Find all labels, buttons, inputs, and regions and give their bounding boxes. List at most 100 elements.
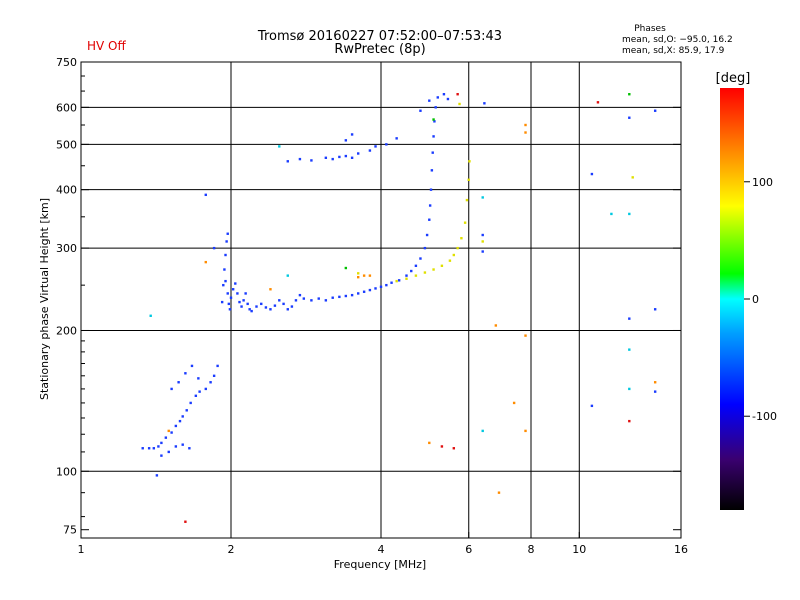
data-point bbox=[428, 218, 431, 221]
x-axis-label: Frequency [MHz] bbox=[334, 558, 426, 571]
hv-status-label: HV Off bbox=[87, 39, 126, 53]
data-point bbox=[368, 288, 372, 292]
data-point bbox=[423, 271, 427, 274]
x-tick-label: 2 bbox=[228, 543, 235, 556]
data-point bbox=[204, 260, 207, 264]
data-point bbox=[222, 283, 225, 287]
data-point bbox=[278, 145, 281, 148]
data-point bbox=[628, 93, 631, 96]
data-point bbox=[248, 308, 251, 311]
data-point bbox=[228, 308, 232, 311]
data-point bbox=[628, 317, 631, 320]
data-point bbox=[302, 297, 306, 300]
data-point bbox=[390, 281, 393, 284]
data-point bbox=[244, 292, 247, 295]
data-point bbox=[197, 377, 200, 380]
data-point bbox=[433, 120, 436, 123]
data-point bbox=[419, 109, 422, 112]
data-point bbox=[269, 288, 272, 291]
y-tick-label: 75 bbox=[63, 524, 77, 537]
data-point bbox=[374, 287, 377, 290]
data-point bbox=[463, 221, 467, 224]
data-point bbox=[174, 445, 178, 448]
data-point bbox=[425, 233, 429, 237]
data-point bbox=[465, 198, 469, 202]
colorbar bbox=[720, 88, 744, 510]
data-point bbox=[344, 294, 348, 298]
data-point bbox=[350, 156, 354, 159]
data-point bbox=[631, 176, 634, 179]
data-point bbox=[198, 390, 201, 393]
data-point bbox=[226, 292, 229, 295]
data-point bbox=[338, 295, 341, 299]
data-point bbox=[278, 299, 281, 302]
chart-title: Tromsø 20160227 07:52:00–07:53:43 bbox=[257, 29, 502, 44]
data-point bbox=[231, 288, 235, 291]
phases-title: Phases bbox=[634, 24, 666, 34]
data-point bbox=[240, 305, 243, 308]
colorbar-tick-label: -100 bbox=[752, 410, 777, 423]
data-point bbox=[194, 394, 198, 398]
data-point bbox=[181, 443, 184, 446]
data-point bbox=[481, 429, 484, 433]
data-point bbox=[229, 296, 233, 299]
data-point bbox=[160, 441, 163, 445]
data-point bbox=[152, 447, 156, 450]
grid-lines bbox=[81, 62, 681, 538]
data-point bbox=[429, 188, 433, 191]
data-point bbox=[434, 106, 437, 109]
data-point bbox=[414, 274, 418, 277]
data-point bbox=[246, 302, 249, 306]
data-point bbox=[264, 306, 268, 309]
data-point bbox=[164, 436, 168, 439]
x-tick-label: 16 bbox=[674, 543, 688, 556]
y-tick-label: 500 bbox=[56, 138, 77, 151]
data-point bbox=[494, 324, 498, 327]
data-point bbox=[177, 381, 180, 384]
data-point bbox=[310, 159, 313, 162]
data-point bbox=[405, 277, 408, 280]
data-point bbox=[653, 308, 657, 311]
data-point bbox=[149, 314, 152, 317]
data-point bbox=[220, 300, 224, 304]
data-point bbox=[225, 240, 228, 243]
data-point bbox=[255, 305, 258, 308]
data-point bbox=[236, 292, 239, 295]
data-point bbox=[310, 299, 313, 302]
data-point bbox=[242, 299, 245, 302]
data-point bbox=[432, 268, 435, 271]
data-point bbox=[282, 302, 285, 306]
data-point bbox=[428, 204, 432, 207]
data-point bbox=[467, 178, 470, 181]
data-point bbox=[512, 401, 516, 405]
data-point bbox=[204, 193, 207, 197]
phases-stat-x: mean, sd,X: 85.9, 17.9 bbox=[622, 46, 725, 56]
x-tick-label: 10 bbox=[572, 543, 586, 556]
data-point bbox=[395, 279, 398, 283]
data-point bbox=[481, 196, 484, 199]
data-point bbox=[189, 401, 192, 405]
data-point bbox=[324, 299, 328, 302]
data-point bbox=[356, 272, 360, 275]
data-point bbox=[356, 292, 360, 295]
data-point bbox=[432, 118, 435, 121]
data-point bbox=[224, 253, 227, 257]
data-point bbox=[428, 441, 431, 445]
data-point bbox=[227, 302, 231, 306]
data-point bbox=[397, 279, 401, 282]
data-point bbox=[160, 454, 163, 457]
data-point bbox=[344, 154, 348, 158]
data-point bbox=[497, 491, 501, 494]
data-point bbox=[212, 374, 216, 378]
data-point bbox=[298, 157, 302, 161]
data-point bbox=[250, 309, 253, 313]
data-point bbox=[385, 283, 388, 287]
data-point bbox=[212, 246, 216, 250]
data-point bbox=[414, 264, 418, 267]
data-point bbox=[224, 279, 227, 283]
data-point bbox=[170, 387, 173, 391]
data-point bbox=[440, 264, 444, 267]
data-point bbox=[273, 304, 277, 307]
data-point bbox=[190, 364, 194, 368]
